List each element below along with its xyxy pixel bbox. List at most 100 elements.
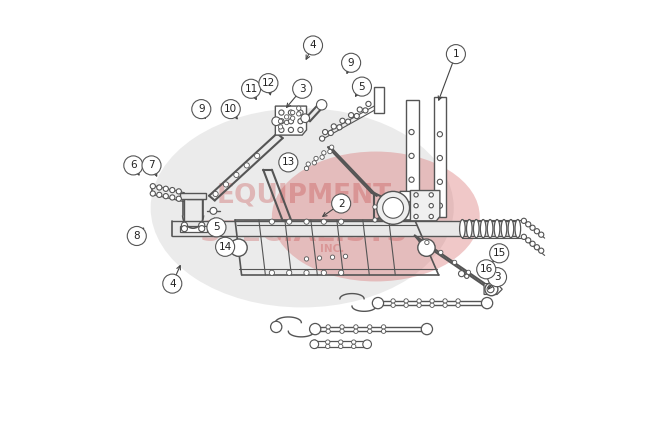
Polygon shape <box>400 191 412 221</box>
Circle shape <box>338 340 343 344</box>
Text: 2: 2 <box>338 198 344 209</box>
Text: 16: 16 <box>479 264 493 275</box>
Circle shape <box>259 74 278 93</box>
Circle shape <box>452 260 457 265</box>
Polygon shape <box>374 87 384 113</box>
Circle shape <box>456 303 460 307</box>
Circle shape <box>328 149 332 154</box>
Circle shape <box>326 325 331 329</box>
Circle shape <box>279 110 284 115</box>
Text: 5: 5 <box>213 222 219 233</box>
Circle shape <box>163 194 168 199</box>
Circle shape <box>215 237 235 256</box>
Circle shape <box>313 344 317 349</box>
Circle shape <box>321 219 327 224</box>
Circle shape <box>382 329 386 333</box>
Circle shape <box>418 239 435 256</box>
Text: 6: 6 <box>130 160 136 171</box>
Circle shape <box>466 270 471 275</box>
Circle shape <box>272 117 281 126</box>
Circle shape <box>331 124 336 129</box>
Polygon shape <box>275 106 307 135</box>
Circle shape <box>244 163 249 168</box>
Circle shape <box>331 255 334 259</box>
Circle shape <box>409 153 414 158</box>
Circle shape <box>332 194 350 213</box>
Circle shape <box>163 186 168 191</box>
Ellipse shape <box>480 220 486 238</box>
Circle shape <box>269 270 275 275</box>
Circle shape <box>429 214 434 219</box>
Polygon shape <box>180 226 207 232</box>
Circle shape <box>346 119 350 124</box>
Circle shape <box>521 218 527 223</box>
Circle shape <box>321 270 327 275</box>
Circle shape <box>438 132 442 137</box>
Circle shape <box>337 125 342 130</box>
Text: 13: 13 <box>282 157 295 168</box>
Circle shape <box>304 270 309 275</box>
Circle shape <box>382 325 386 329</box>
Circle shape <box>525 222 531 227</box>
Circle shape <box>207 218 226 237</box>
Circle shape <box>373 218 377 222</box>
Circle shape <box>534 229 539 234</box>
Circle shape <box>404 303 408 307</box>
Circle shape <box>348 113 354 118</box>
Ellipse shape <box>487 220 493 238</box>
Ellipse shape <box>473 220 479 238</box>
Text: 3: 3 <box>299 84 305 94</box>
Text: 10: 10 <box>224 104 237 114</box>
Circle shape <box>287 270 292 275</box>
Circle shape <box>289 127 293 132</box>
Circle shape <box>530 241 535 246</box>
Text: 15: 15 <box>493 248 506 259</box>
Ellipse shape <box>515 220 521 238</box>
Polygon shape <box>180 193 206 199</box>
Circle shape <box>150 184 156 189</box>
Circle shape <box>458 271 465 277</box>
Circle shape <box>285 115 289 119</box>
Circle shape <box>343 254 348 259</box>
Text: 1: 1 <box>453 49 460 59</box>
Text: 5: 5 <box>358 81 365 92</box>
Circle shape <box>279 119 283 123</box>
Circle shape <box>368 329 372 333</box>
Ellipse shape <box>272 152 479 281</box>
Circle shape <box>310 340 319 349</box>
Circle shape <box>539 248 544 253</box>
Circle shape <box>414 214 418 219</box>
Circle shape <box>298 119 303 124</box>
Circle shape <box>320 155 325 159</box>
Circle shape <box>338 219 344 224</box>
Circle shape <box>425 240 429 245</box>
Circle shape <box>317 256 322 260</box>
Text: 8: 8 <box>134 231 140 241</box>
Circle shape <box>150 191 156 196</box>
Circle shape <box>430 303 434 307</box>
Polygon shape <box>183 195 203 199</box>
Circle shape <box>485 283 498 296</box>
Text: 9: 9 <box>348 58 354 68</box>
Circle shape <box>298 110 303 115</box>
Circle shape <box>373 205 377 209</box>
Polygon shape <box>434 97 446 216</box>
Circle shape <box>287 219 292 224</box>
Circle shape <box>465 274 469 278</box>
Circle shape <box>170 187 175 193</box>
Text: 11: 11 <box>245 84 258 94</box>
Circle shape <box>363 340 372 349</box>
Ellipse shape <box>508 220 513 238</box>
Circle shape <box>383 197 404 218</box>
Circle shape <box>322 151 326 155</box>
Circle shape <box>534 245 539 250</box>
Circle shape <box>312 161 317 165</box>
Circle shape <box>305 166 309 171</box>
Circle shape <box>372 297 384 309</box>
Circle shape <box>489 244 509 263</box>
Circle shape <box>234 172 239 178</box>
Circle shape <box>199 222 205 228</box>
Circle shape <box>368 325 372 329</box>
Circle shape <box>326 329 331 333</box>
Circle shape <box>328 130 333 136</box>
